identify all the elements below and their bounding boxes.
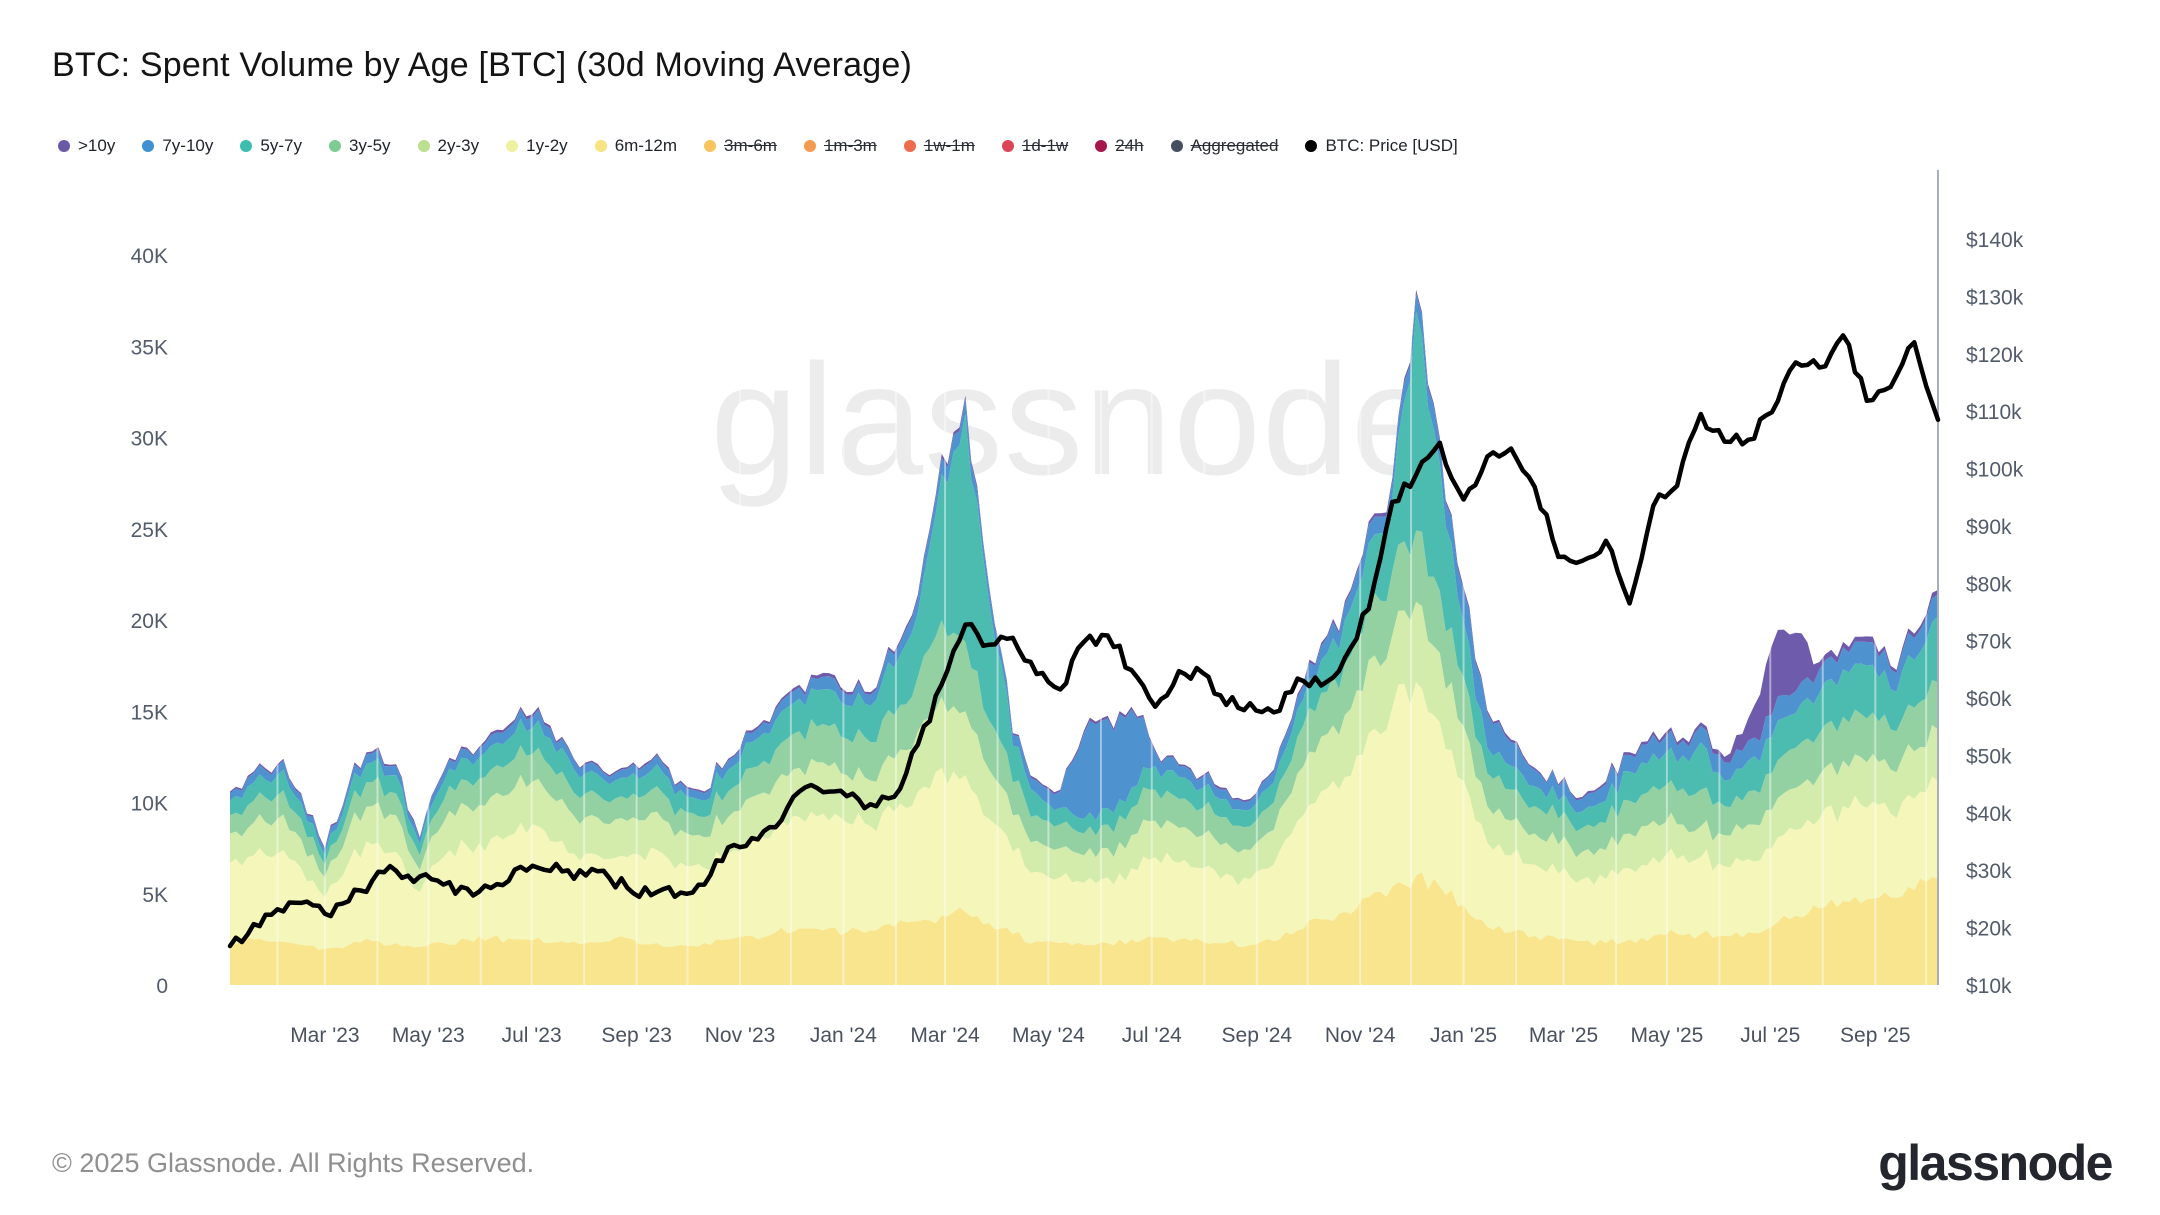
glassnode-watermark: glassnode xyxy=(710,332,1440,508)
right-axis-tick-label: $120k xyxy=(1966,344,2024,367)
legend-item-1m-3m[interactable]: 1m-3m xyxy=(803,136,877,156)
legend-item-label: 6m-12m xyxy=(614,136,678,155)
legend-swatch-icon xyxy=(903,140,916,152)
legend-item-label: 3m-6m xyxy=(724,136,777,155)
legend-item-label: BTC: Price [USD] xyxy=(1325,136,1458,155)
area-band-7y-10y xyxy=(230,293,1938,856)
area-band-2y-3y xyxy=(230,601,1938,898)
x-axis-tick-label: May '25 xyxy=(1630,1024,1703,1047)
x-axis-tick-label: Sep '25 xyxy=(1840,1024,1911,1047)
x-axis-tick-label: Mar '24 xyxy=(910,1024,980,1047)
left-axis-tick-label: 25K xyxy=(131,519,168,542)
right-axis-tick-label: $100k xyxy=(1966,459,2024,482)
right-axis-tick-label: $40k xyxy=(1966,803,2012,826)
legend-swatch-icon xyxy=(1170,140,1183,152)
legend-item-2y-3y[interactable]: 2y-3y xyxy=(417,136,480,156)
legend-swatch-icon xyxy=(506,140,519,152)
legend-item-label: 1w-1m xyxy=(923,136,975,155)
x-axis-tick-label: Jan '25 xyxy=(1430,1024,1497,1047)
right-axis-tick-label: $30k xyxy=(1966,860,2012,883)
x-axis-tick-label: Mar '25 xyxy=(1529,1024,1598,1047)
legend-item-7y-10y[interactable]: 7y-10y xyxy=(142,136,213,156)
right-axis-tick-label: $20k xyxy=(1966,918,2012,941)
legend-swatch-icon xyxy=(1305,140,1318,152)
x-axis-tick-label: Jul '23 xyxy=(502,1024,562,1047)
footer-copyright: © 2025 Glassnode. All Rights Reserved. xyxy=(52,1148,535,1178)
x-axis-tick-label: May '23 xyxy=(392,1024,465,1047)
legend-item-label: 3y-5y xyxy=(348,136,391,155)
legend-swatch-icon xyxy=(58,140,70,152)
x-axis-tick-label: Sep '24 xyxy=(1222,1024,1293,1047)
legend-item-3m-6m[interactable]: 3m-6m xyxy=(704,136,777,156)
legend-item-label: 7y-10y xyxy=(162,136,214,155)
legend-swatch-icon xyxy=(803,140,816,152)
area-band-1y-2y xyxy=(230,682,1938,950)
x-axis-tick-label: May '24 xyxy=(1012,1024,1085,1047)
legend-swatch-icon xyxy=(704,140,717,152)
legend-swatch-icon xyxy=(1001,140,1014,152)
right-axis-tick-label: $50k xyxy=(1966,745,2012,768)
x-axis-tick-label: Nov '23 xyxy=(705,1024,776,1047)
legend-item-24h[interactable]: 24h xyxy=(1095,136,1144,156)
legend-swatch-icon xyxy=(417,140,430,152)
left-axis-tick-label: 5K xyxy=(142,884,168,907)
legend-item-label: 1m-3m xyxy=(823,136,877,155)
chart-title: BTC: Spent Volume by Age [BTC] (30d Movi… xyxy=(52,46,913,84)
legend-swatch-icon xyxy=(328,140,341,152)
btc-price-line xyxy=(227,333,1941,949)
right-axis-tick-label: $110k xyxy=(1966,401,2022,424)
legend-item-label: 5y-7y xyxy=(260,136,302,155)
area-band-3y-5y xyxy=(230,530,1938,878)
legend-item-1w-1m[interactable]: 1w-1m xyxy=(903,136,975,156)
legend-swatch-icon xyxy=(1095,140,1108,152)
left-axis-tick-label: 30K xyxy=(131,428,168,451)
right-axis-tick-label: $80k xyxy=(1966,573,2012,596)
legend-swatch-icon xyxy=(594,140,607,152)
legend-swatch-icon xyxy=(240,140,253,152)
area-band-6m-12m xyxy=(230,872,1938,985)
legend-item-10y[interactable]: >10y xyxy=(58,136,115,156)
left-axis-tick-label: 0 xyxy=(156,975,168,998)
right-axis-tick-label: $140k xyxy=(1966,229,2024,252)
right-axis-tick-label: $90k xyxy=(1966,516,2012,539)
left-axis-tick-label: 15K xyxy=(131,701,168,724)
right-axis-tick-label: $60k xyxy=(1966,688,2012,711)
legend-item-1d-1w[interactable]: 1d-1w xyxy=(1001,136,1069,156)
legend-item-6m-12m[interactable]: 6m-12m xyxy=(594,136,678,156)
legend-item-label: 1d-1w xyxy=(1021,136,1069,155)
x-axis-tick-label: Jul '24 xyxy=(1122,1024,1182,1047)
legend-item-aggregated[interactable]: Aggregated xyxy=(1170,136,1279,156)
right-axis-tick-label: $130k xyxy=(1966,286,2024,309)
legend: >10y 7y-10y 5y-7y 3y-5y 2y-3y 1y-2y 6m-12m 3m-6… xyxy=(58,136,1458,156)
glassnode-logo: glassnode xyxy=(1878,1135,2113,1191)
legend-item-label: Aggregated xyxy=(1190,136,1279,155)
left-axis-tick-label: 20K xyxy=(131,610,168,633)
right-axis-tick-label: $70k xyxy=(1966,631,2012,654)
right-axis-tick-label: $10k xyxy=(1966,975,2012,998)
legend-item-btc-price-usd[interactable]: BTC: Price [USD] xyxy=(1305,136,1458,156)
left-axis-tick-label: 35K xyxy=(131,336,168,359)
legend-item-label: 1y-2y xyxy=(526,136,568,155)
left-axis-tick-label: 40K xyxy=(131,245,168,268)
legend-swatch-icon xyxy=(142,140,155,152)
x-axis-tick-label: Jul '25 xyxy=(1740,1024,1800,1047)
x-axis-tick-label: Mar '23 xyxy=(290,1024,359,1047)
legend-item-label: 2y-3y xyxy=(437,136,480,155)
left-axis-tick-label: 10K xyxy=(131,793,168,816)
x-axis-tick-label: Jan '24 xyxy=(810,1024,877,1047)
legend-item-1y-2y[interactable]: 1y-2y xyxy=(506,136,568,156)
x-axis-tick-label: Nov '24 xyxy=(1325,1024,1396,1047)
legend-item-5y-7y[interactable]: 5y-7y xyxy=(240,136,302,156)
legend-item-3y-5y[interactable]: 3y-5y xyxy=(328,136,391,156)
x-axis-tick-label: Sep '23 xyxy=(601,1024,672,1047)
legend-item-label: >10y xyxy=(78,136,116,155)
legend-item-label: 24h xyxy=(1115,136,1144,155)
